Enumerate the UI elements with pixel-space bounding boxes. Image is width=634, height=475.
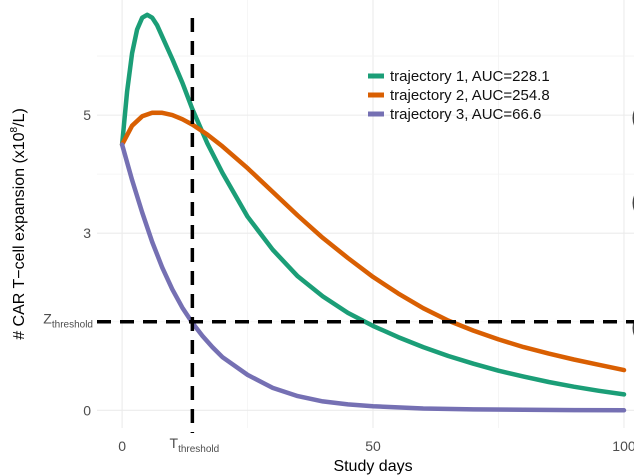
series-line-1	[119, 12, 627, 397]
series-line-2	[119, 110, 627, 373]
x-tick-label: 0	[118, 438, 126, 454]
legend-label-2: trajectory 2, AUC=254.8	[390, 87, 550, 104]
x-tick-label: 100	[612, 438, 634, 454]
y-axis-title-main: # CAR T−cell expansion (x10	[11, 132, 28, 339]
legend-label-1: trajectory 1, AUC=228.1	[390, 68, 550, 85]
tick-labels: 0 50 100 0 3 5	[83, 107, 634, 454]
series-line-3	[119, 142, 627, 413]
y-tick-label: 0	[83, 402, 91, 418]
x-axis-title: Study days	[333, 458, 412, 475]
legend-label-3: trajectory 3, AUC=66.6	[390, 106, 541, 123]
y-axis-title-exponent: 8	[9, 126, 20, 132]
grid	[97, 0, 634, 428]
z-threshold-label: Zthreshold	[43, 311, 93, 331]
y-axis-title: # CAR T−cell expansion (x108/L)	[9, 108, 28, 340]
threshold-lines	[97, 18, 634, 433]
y-axis-title-suffix: /L)	[11, 108, 28, 127]
y-tick-label: 5	[83, 107, 91, 123]
series-lines	[119, 12, 627, 413]
y-tick-label: 3	[83, 225, 91, 241]
x-tick-label: 50	[365, 438, 381, 454]
legend: trajectory 1, AUC=228.1 trajectory 2, AUC…	[368, 68, 550, 123]
t-threshold-label: Tthreshold	[170, 435, 220, 455]
